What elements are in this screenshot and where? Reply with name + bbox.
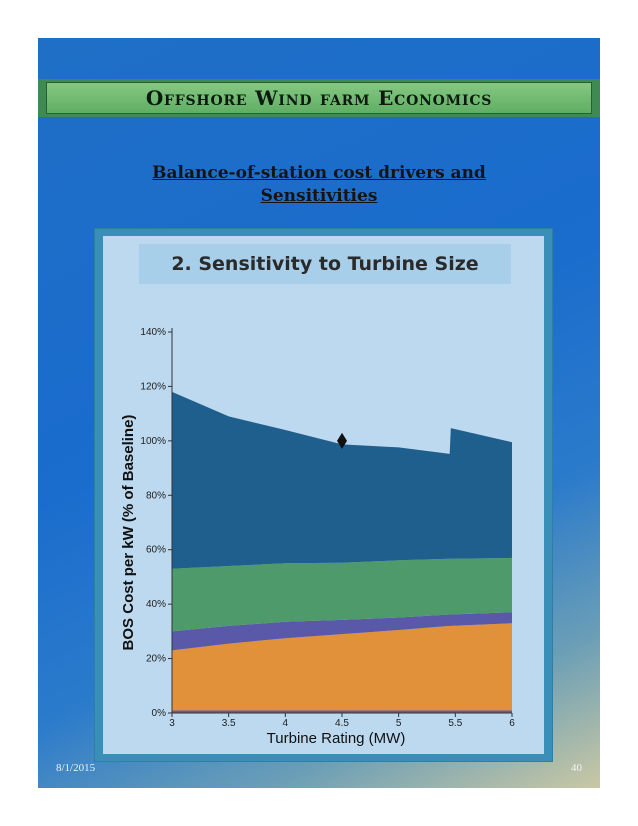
y-tick-label: 60% [146,545,166,556]
area-layer-4 [172,557,512,632]
subtitle-line-2: Sensitivities [260,186,378,206]
chart-panel: 2. Sensitivity to Turbine Size 0% 20% 40% 6… [103,236,544,754]
y-tick-label: 120% [140,381,166,392]
x-axis-label: Turbine Rating (MW) [267,730,406,747]
x-tick-label: 4 [283,718,289,729]
area-layer-3 [172,612,512,651]
sensitivity-area-chart: 0% 20% 40% 60% 80% 100% 120% 140% 3 3.5 4 4.5 5 5.5 6 T… [120,327,515,747]
x-tick-label: 3.5 [222,718,236,729]
x-tick-label: 3 [169,718,175,729]
title-banner: Offshore Wind farm Economics [46,82,592,114]
x-tick-label: 5 [396,718,402,729]
area-layer-5 [172,391,512,569]
y-tick-label: 140% [140,327,166,338]
y-tick-label: 100% [140,436,166,447]
chart-title-box: 2. Sensitivity to Turbine Size [139,244,511,284]
y-tick-label: 80% [146,490,166,501]
slide-subtitle: Balance-of-station cost drivers and Sens… [78,162,560,208]
baseline-marker [337,432,347,449]
y-axis-label: BOS Cost per kW (% of Baseline) [120,415,137,651]
slide: Offshore Wind farm Economics Balance-of-… [38,38,600,788]
slide-title: Offshore Wind farm Economics [145,86,493,110]
y-tick-label: 0% [152,708,167,719]
chart-frame: 2. Sensitivity to Turbine Size 0% 20% 40% 6… [94,228,553,762]
x-tick-label: 4.5 [335,718,349,729]
y-tick-label: 20% [146,654,166,665]
slide-page-number: 40 [571,762,582,774]
chart-title: 2. Sensitivity to Turbine Size [171,253,479,275]
x-tick-label: 6 [509,718,515,729]
subtitle-line-1: Balance-of-station cost drivers and [152,163,486,183]
x-tick-label: 5.5 [448,718,462,729]
y-tick-label: 40% [146,599,166,610]
area-layer-1 [172,710,512,713]
area-layer-2 [172,623,512,711]
slide-date: 8/1/2015 [56,762,96,774]
